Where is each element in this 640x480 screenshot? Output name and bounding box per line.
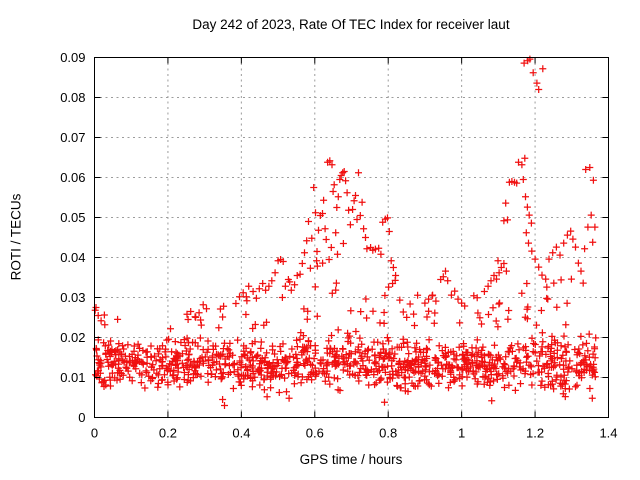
x-axis-label: GPS time / hours: [299, 452, 403, 467]
x-tick-label: 0.2: [159, 426, 177, 441]
y-tick-label: 0.09: [60, 50, 85, 65]
x-tick-label: 1: [458, 426, 465, 441]
x-tick-label: 1.4: [599, 426, 617, 441]
y-tick-label: 0: [78, 410, 85, 425]
y-tick-label: 0.02: [60, 330, 85, 345]
x-tick-label: 0: [91, 426, 98, 441]
y-tick-label: 0.01: [60, 370, 85, 385]
y-tick-label: 0.07: [60, 130, 85, 145]
y-tick-label: 0.03: [60, 290, 85, 305]
plot-border: [94, 57, 609, 418]
x-tick-label: 0.4: [232, 426, 250, 441]
x-tick-label: 0.8: [379, 426, 397, 441]
chart-title: Day 242 of 2023, Rate Of TEC Index for r…: [192, 17, 510, 32]
y-tick-label: 0.05: [60, 210, 85, 225]
x-tick-label: 1.2: [526, 426, 544, 441]
x-tick-label: 0.6: [306, 426, 324, 441]
scatter-points: [91, 55, 600, 409]
y-tick-label: 0.06: [60, 170, 85, 185]
y-tick-label: 0.08: [60, 90, 85, 105]
y-tick-label: 0.04: [60, 250, 85, 265]
